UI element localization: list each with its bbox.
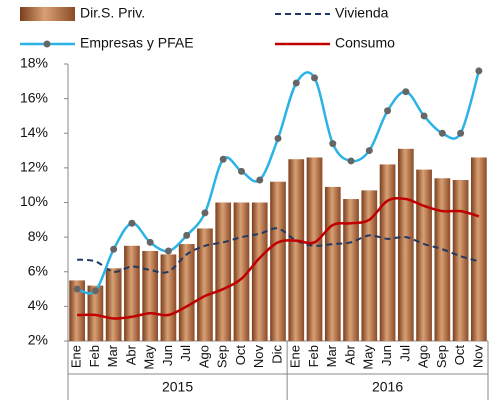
marker [384,107,392,115]
y-tick-label: 8% [28,228,48,244]
year-label: 2016 [372,379,403,395]
x-tick-label: Feb [87,345,102,367]
marker [91,287,99,295]
x-tick-label: Sep [434,345,449,368]
bar [361,190,378,341]
y-tick-label: 12% [20,159,48,175]
bar [434,178,451,341]
marker [438,129,446,137]
x-tick-label: Ene [69,345,84,368]
marker [73,285,81,293]
marker [311,74,319,82]
x-tick-label: Nov [470,345,485,369]
legend-label: Dir.S. Priv. [80,5,145,21]
bar [197,228,213,341]
marker [365,147,373,155]
year-label: 2015 [162,379,193,395]
x-tick-label: Ene [288,345,303,368]
marker [110,245,118,253]
bar [270,181,286,341]
marker [128,219,136,227]
bar [397,148,414,341]
line [77,227,480,274]
marker [274,134,282,142]
x-tick-label: Jul [178,345,193,362]
x-tick-label: Mar [324,344,339,367]
bar [288,159,305,341]
bar [142,250,159,341]
marker [256,176,264,184]
x-tick-label: Nov [251,345,266,369]
x-tick-label: May [361,345,376,370]
marker [292,79,300,87]
marker [347,157,355,165]
x-tick-label: Oct [233,345,248,366]
legend-label: Vivienda [335,5,389,21]
x-tick-label: Mar [105,344,120,367]
y-tick-label: 18% [20,55,48,71]
y-tick-label: 16% [20,89,48,105]
x-tick-label: Abr [342,344,357,365]
bar [343,199,359,341]
bar [69,280,85,341]
x-tick-label: Jun [160,345,175,366]
y-tick-label: 10% [20,193,48,209]
marker [402,88,410,96]
marker [146,238,154,246]
bar [471,157,487,341]
line [77,197,480,320]
x-tick-label: Oct [452,345,467,366]
x-tick-label: Dic [269,345,284,364]
x-tick-label: Feb [306,345,321,367]
y-tick-label: 4% [28,297,48,313]
bar [324,186,341,341]
marker [183,231,191,239]
bar [178,244,195,341]
bar [251,202,268,341]
x-tick-label: Jun [379,345,394,366]
bar [452,179,469,341]
bar [416,169,432,341]
marker [420,112,428,120]
x-tick-label: Ago [196,345,211,368]
bar [160,254,177,341]
legend-label: Consumo [335,35,395,51]
marker [164,247,172,255]
bar [306,157,323,341]
y-tick-label: 2% [28,332,48,348]
marker [329,140,337,148]
y-tick-label: 14% [20,124,48,140]
marker [457,129,465,137]
marker [237,167,245,175]
x-tick-label: Ago [416,345,431,368]
bar [87,285,104,341]
x-tick-label: Sep [215,345,230,368]
y-tick-label: 6% [28,262,48,278]
x-tick-label: Jul [397,345,412,362]
bar [105,268,122,341]
marker [201,209,209,217]
bar [379,164,396,341]
legend-swatch [20,7,75,21]
bar [215,202,232,341]
marker [475,67,483,75]
x-tick-label: Abr [123,344,138,365]
legend-label: Empresas y PFAE [80,35,194,51]
x-tick-label: May [142,345,157,370]
marker [219,155,227,163]
legend-marker [43,40,51,48]
bar [124,245,140,341]
